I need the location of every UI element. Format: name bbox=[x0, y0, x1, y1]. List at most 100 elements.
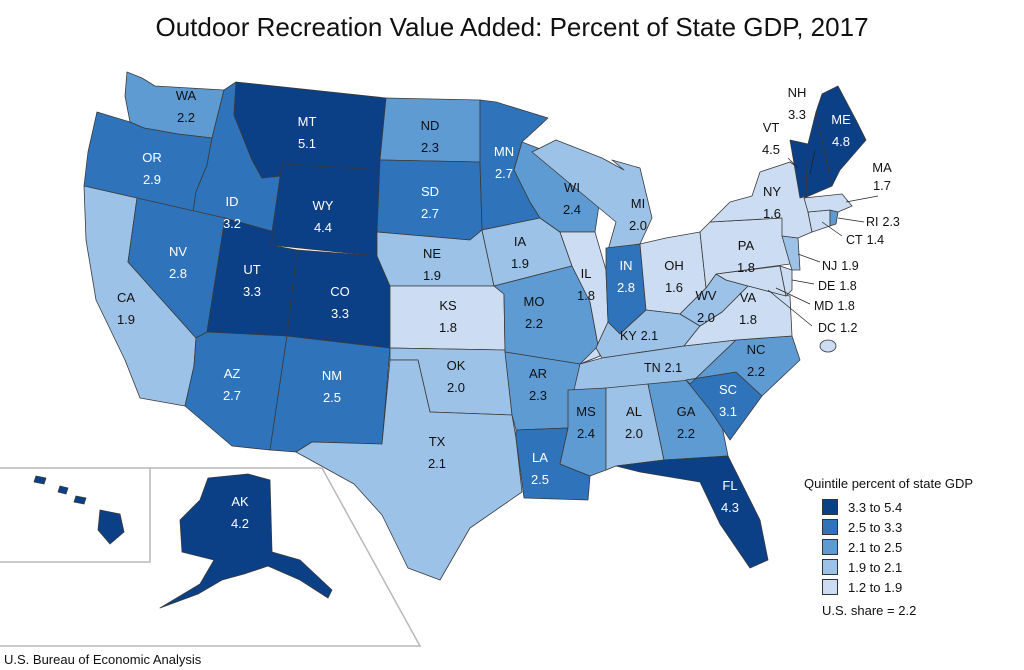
state-label-hi: HI bbox=[54, 510, 67, 525]
legend-label: 1.9 to 2.1 bbox=[848, 559, 903, 575]
state-value-ri: 2.3 bbox=[883, 215, 900, 229]
state-value-nh: 3.3 bbox=[788, 107, 806, 122]
leader-line bbox=[787, 157, 799, 169]
state-value-ny: 1.6 bbox=[763, 206, 781, 221]
state-value-nc: 2.2 bbox=[747, 364, 765, 379]
state-label-ct: CT 1.4 bbox=[846, 233, 884, 247]
state-ct bbox=[807, 209, 831, 233]
state-value-co: 3.3 bbox=[331, 306, 349, 321]
state-label-nd: ND bbox=[421, 118, 440, 133]
state-value-ma: 1.7 bbox=[873, 178, 891, 193]
state-label-ak: AK bbox=[231, 494, 249, 509]
legend-item: 1.9 to 2.1 bbox=[804, 557, 1019, 577]
state-ga bbox=[647, 379, 729, 461]
inset-frame bbox=[0, 467, 422, 647]
state-value-de: 1.8 bbox=[839, 279, 856, 293]
leader-line bbox=[821, 221, 843, 237]
state-value-dc: 1.2 bbox=[840, 321, 857, 335]
state-label-dc: DC 1.2 bbox=[818, 321, 857, 335]
legend-swatch bbox=[822, 579, 838, 595]
state-label-wv: WV bbox=[696, 288, 717, 303]
state-sd bbox=[376, 159, 483, 241]
us-share-note: U.S. share = 2.2 bbox=[822, 603, 917, 618]
state-label-mi: MI bbox=[631, 196, 645, 211]
state-label-sd: SD bbox=[421, 184, 439, 199]
state-value-mn: 2.7 bbox=[495, 166, 513, 181]
state-value-nd: 2.3 bbox=[421, 140, 439, 155]
legend-item: 2.5 to 3.3 bbox=[804, 517, 1019, 537]
state-md bbox=[715, 265, 787, 297]
state-label-nv: NV bbox=[169, 244, 187, 259]
inset-frame bbox=[0, 467, 151, 563]
state-label-md: MD 1.8 bbox=[814, 299, 855, 313]
legend-swatch bbox=[822, 539, 838, 555]
state-label-ca: CA bbox=[117, 290, 135, 305]
state-ri bbox=[829, 209, 839, 227]
state-value-ut: 3.3 bbox=[243, 284, 261, 299]
state-abbr-ky: KY bbox=[620, 329, 637, 343]
state-label-pa: PA bbox=[738, 238, 755, 253]
state-value-mt: 5.1 bbox=[298, 136, 316, 151]
state-value-wi: 2.4 bbox=[563, 202, 581, 217]
state-value-ak: 4.2 bbox=[231, 516, 249, 531]
state-value-tn: 2.1 bbox=[665, 361, 682, 375]
state-value-md: 1.8 bbox=[837, 299, 854, 313]
state-tx bbox=[295, 359, 523, 581]
state-fl bbox=[615, 455, 769, 569]
state-me bbox=[815, 85, 867, 187]
state-value-me: 4.8 bbox=[832, 134, 850, 149]
state-label-mn: MN bbox=[494, 144, 514, 159]
state-value-ga: 2.2 bbox=[677, 426, 695, 441]
state-label-wy: WY bbox=[313, 198, 334, 213]
state-value-il: 1.8 bbox=[577, 288, 595, 303]
state-value-mo: 2.2 bbox=[525, 316, 543, 331]
state-label-mt: MT bbox=[298, 114, 317, 129]
dc-marker bbox=[819, 339, 837, 353]
legend-swatch bbox=[822, 559, 838, 575]
state-label-de: DE 1.8 bbox=[818, 279, 857, 293]
state-label-ne: NE bbox=[423, 246, 441, 261]
state-abbr-de: DE bbox=[818, 279, 835, 293]
state-value-vt: 4.5 bbox=[762, 142, 780, 157]
legend-swatch bbox=[822, 519, 838, 535]
leader-line bbox=[775, 287, 811, 305]
leader-line bbox=[809, 149, 816, 175]
state-label-al: AL bbox=[626, 404, 642, 419]
state-value-az: 2.7 bbox=[223, 388, 241, 403]
state-ak bbox=[159, 473, 333, 609]
state-label-oh: OH bbox=[664, 258, 684, 273]
state-label-tx: TX bbox=[429, 434, 446, 449]
state-label-ar: AR bbox=[529, 366, 547, 381]
state-label-sc: SC bbox=[719, 382, 737, 397]
state-value-al: 2.0 bbox=[625, 426, 643, 441]
state-label-ma: MA bbox=[872, 160, 892, 175]
state-value-ms: 2.4 bbox=[577, 426, 595, 441]
state-value-mi: 2.0 bbox=[629, 218, 647, 233]
state-value-fl: 4.3 bbox=[721, 500, 739, 515]
state-value-nv: 2.8 bbox=[169, 266, 187, 281]
map-title: Outdoor Recreation Value Added: Percent … bbox=[155, 12, 869, 42]
state-label-tn: TN 2.1 bbox=[644, 361, 682, 375]
state-label-la: LA bbox=[532, 450, 548, 465]
state-il bbox=[559, 231, 609, 365]
state-label-nj: NJ 1.9 bbox=[822, 259, 859, 273]
state-label-ky: KY 2.1 bbox=[620, 329, 658, 343]
leader-line bbox=[797, 253, 821, 263]
state-label-ga: GA bbox=[677, 404, 696, 419]
state-value-or: 2.9 bbox=[143, 172, 161, 187]
state-label-nh: NH bbox=[788, 85, 807, 100]
state-value-id: 3.2 bbox=[223, 216, 241, 231]
state-label-ms: MS bbox=[576, 404, 596, 419]
state-label-ok: OK bbox=[447, 358, 466, 373]
state-value-tx: 2.1 bbox=[428, 456, 446, 471]
state-nh bbox=[803, 111, 833, 199]
state-label-fl: FL bbox=[722, 478, 737, 493]
leader-line bbox=[767, 289, 813, 327]
state-label-ks: KS bbox=[439, 298, 457, 313]
state-co bbox=[286, 249, 395, 349]
legend-label: 2.1 to 2.5 bbox=[848, 539, 903, 555]
state-value-ok: 2.0 bbox=[447, 380, 465, 395]
state-label-az: AZ bbox=[224, 366, 241, 381]
state-value-pa: 1.8 bbox=[737, 260, 755, 275]
